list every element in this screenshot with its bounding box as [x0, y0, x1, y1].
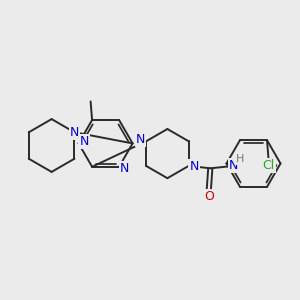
Text: N: N — [136, 133, 146, 146]
Text: N: N — [70, 126, 79, 139]
Text: N: N — [79, 135, 89, 148]
Text: N: N — [229, 159, 238, 172]
Text: Cl: Cl — [262, 159, 274, 172]
Text: H: H — [236, 154, 244, 164]
Text: O: O — [204, 190, 214, 203]
Text: N: N — [189, 160, 199, 173]
Text: N: N — [120, 162, 129, 175]
